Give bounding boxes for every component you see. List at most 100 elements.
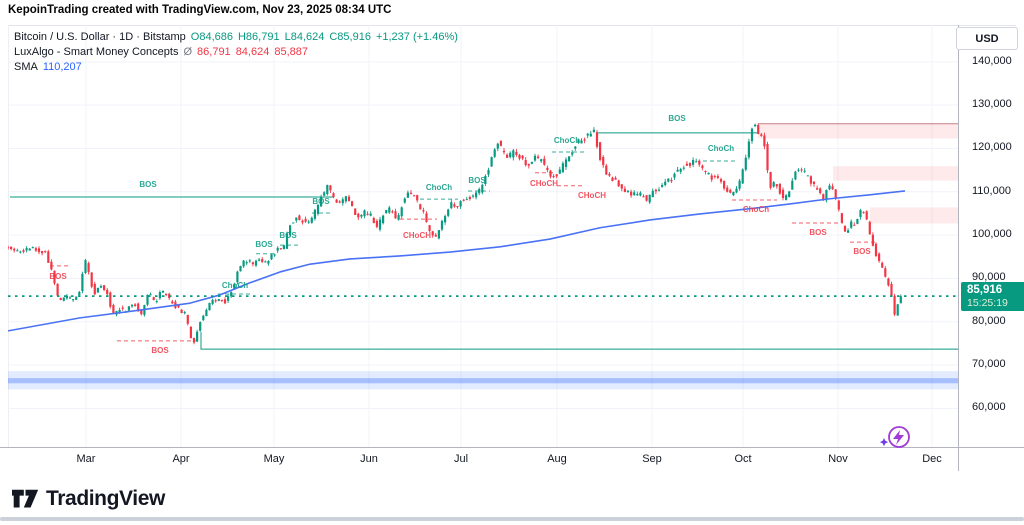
candle-body <box>62 297 65 301</box>
candle-body <box>422 210 425 212</box>
candle-body <box>434 234 437 237</box>
candle-body <box>25 248 28 251</box>
tradingview-watermark[interactable]: TradingView <box>12 487 165 511</box>
candle-body <box>431 231 434 236</box>
candle-body <box>763 135 766 147</box>
candle-body <box>564 159 568 167</box>
month-label: Oct <box>734 453 752 465</box>
smc-label: CHoCH <box>403 231 431 240</box>
candle-body <box>633 192 636 196</box>
candle-body <box>313 209 316 219</box>
candle-body <box>37 248 41 253</box>
candle-body <box>161 290 165 293</box>
price-tick-label: 80,000 <box>972 314 1006 327</box>
candle-body <box>806 175 809 177</box>
candle-body <box>208 302 211 311</box>
candle-body <box>87 263 90 273</box>
candle-body <box>509 152 512 158</box>
month-label: Dec <box>922 453 942 465</box>
candle-body <box>502 150 506 153</box>
price-axis[interactable]: 85,916 15:25:19 140,000 130,000 120,000 110… <box>958 25 1024 447</box>
pane-top-border <box>8 25 1016 26</box>
candle-body <box>437 230 440 239</box>
candle-body <box>840 213 843 223</box>
candle-body <box>701 165 704 169</box>
smc-label: BOS <box>668 114 686 123</box>
candle-body <box>270 254 273 260</box>
candle-body <box>890 283 893 296</box>
candle-body <box>490 157 493 167</box>
currency-button[interactable]: USD <box>956 27 1018 50</box>
candle-body <box>688 163 692 166</box>
time-axis-separator <box>0 447 1024 448</box>
candle-body <box>369 213 372 216</box>
candlestick-chart[interactable]: BOS ChoCh BOS BOS BOS ChoCh BOS ChoCh BOS ChoCh BO… <box>8 25 958 447</box>
candle-body <box>558 169 561 174</box>
candle-body <box>22 250 25 252</box>
candle-body <box>416 195 419 201</box>
candle-body <box>242 260 245 267</box>
candle-body <box>478 188 481 194</box>
candle-body <box>896 304 899 316</box>
candle-body <box>732 191 735 196</box>
candle-body <box>778 183 781 194</box>
smc-label: CHoCH <box>530 179 558 188</box>
smc-label: BOS <box>853 247 871 256</box>
last-price-badge[interactable]: 85,916 15:25:19 <box>961 282 1024 312</box>
candle-body <box>307 221 310 223</box>
candle-body <box>233 284 236 290</box>
candle-body <box>236 271 239 283</box>
legend-indicator-row[interactable]: LuxAlgo - Smart Money Concepts Ø 86,791 … <box>14 45 458 60</box>
candle-body <box>546 167 549 171</box>
month-label: Aug <box>547 453 567 465</box>
sma-name: SMA <box>14 61 38 73</box>
candle-body <box>589 133 592 137</box>
candle-body <box>183 312 186 314</box>
candle-body <box>214 300 217 302</box>
candle-body <box>487 169 490 175</box>
candle-body <box>227 296 230 301</box>
candle-body <box>862 212 865 214</box>
indicator-eye-icon[interactable]: Ø <box>183 46 193 58</box>
candle-body <box>853 224 856 226</box>
candle-body <box>602 157 605 166</box>
candle-body <box>31 247 34 249</box>
smc-label: ChoCh <box>426 183 452 192</box>
candle-body <box>726 187 729 192</box>
month-label: May <box>263 453 285 465</box>
candle-body <box>772 182 775 187</box>
candle-body <box>258 259 261 261</box>
price-tick-label: 110,000 <box>972 184 1011 197</box>
candle-body <box>738 180 741 189</box>
candle-body <box>465 199 468 201</box>
candle-body <box>499 140 502 146</box>
ohlc-high: H86,791 <box>237 31 280 43</box>
legend-symbol-row[interactable]: Bitcoin / U.S. Dollar · 1D · Bitstamp O8… <box>14 30 458 45</box>
candle-body <box>856 218 859 224</box>
price-axis-separator <box>958 25 959 471</box>
candle-body <box>859 210 862 217</box>
candle-body <box>403 198 406 203</box>
candle-body <box>397 215 400 220</box>
legend-sma-row[interactable]: SMA 110,207 <box>14 60 458 75</box>
candle-body <box>106 289 109 295</box>
candle-body <box>217 299 220 301</box>
candle-body <box>127 306 130 311</box>
candle-body <box>611 177 614 181</box>
price-pane[interactable]: BOS ChoCh BOS BOS BOS ChoCh BOS ChoCh BOS ChoCh BO… <box>8 25 958 447</box>
candle-body <box>459 201 462 207</box>
candle-body <box>471 195 475 197</box>
boost-flash-icon[interactable] <box>878 422 916 454</box>
candle-body <box>775 184 778 187</box>
smc-label: BOS <box>468 176 486 185</box>
time-axis[interactable]: Mar Apr May Jun Jul Aug Sep Oct Nov Dec <box>0 447 958 471</box>
candle-body <box>279 248 282 250</box>
candle-body <box>391 211 394 213</box>
candle-body <box>651 190 654 198</box>
candle-body <box>177 304 180 308</box>
candle-body <box>406 192 409 198</box>
candle-body <box>586 133 589 136</box>
ohlc-close: C85,916 <box>329 31 371 43</box>
candle-body <box>735 188 738 193</box>
